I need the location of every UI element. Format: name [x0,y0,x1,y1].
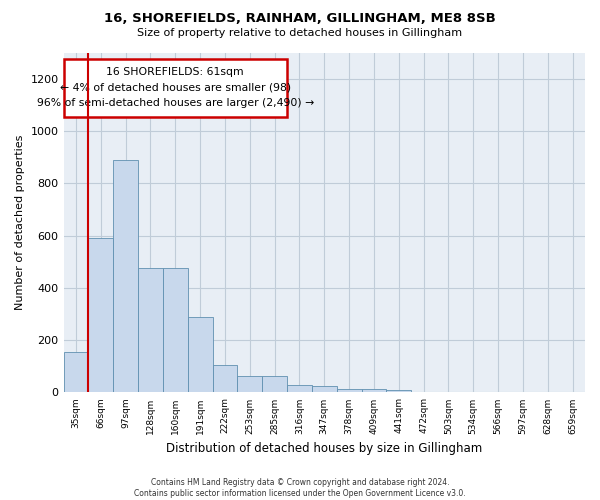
Bar [337,388,362,392]
Bar [88,238,113,392]
Bar [188,316,212,392]
Bar [238,376,262,392]
Text: 16, SHOREFIELDS, RAINHAM, GILLINGHAM, ME8 8SB: 16, SHOREFIELDS, RAINHAM, GILLINGHAM, ME… [104,12,496,26]
Bar [362,390,386,392]
X-axis label: Distribution of detached houses by size in Gillingham: Distribution of detached houses by size … [166,442,482,455]
Bar [312,386,337,392]
Bar [262,376,287,392]
Text: Size of property relative to detached houses in Gillingham: Size of property relative to detached ho… [137,28,463,38]
Bar [163,268,188,392]
Bar [287,384,312,392]
Bar [386,390,411,392]
Y-axis label: Number of detached properties: Number of detached properties [15,135,25,310]
Bar [113,160,138,392]
Bar [212,365,238,392]
Bar [64,352,88,393]
Text: 16 SHOREFIELDS: 61sqm
← 4% of detached houses are smaller (98)
96% of semi-detac: 16 SHOREFIELDS: 61sqm ← 4% of detached h… [37,67,314,108]
FancyBboxPatch shape [64,59,287,116]
Text: Contains HM Land Registry data © Crown copyright and database right 2024.
Contai: Contains HM Land Registry data © Crown c… [134,478,466,498]
Bar [138,268,163,392]
